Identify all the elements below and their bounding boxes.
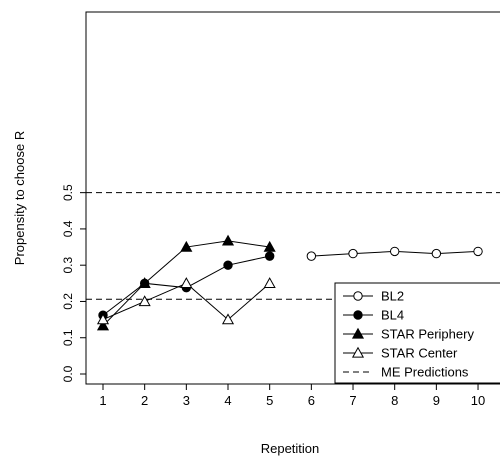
- legend-label: BL2: [381, 289, 404, 304]
- legend-marker: [353, 310, 363, 320]
- x-tick-label: 10: [471, 393, 485, 408]
- y-axis-label: Propensity to choose R: [12, 131, 27, 265]
- series-star-periphery-point: [263, 240, 276, 252]
- series-star-periphery: [96, 234, 276, 331]
- series-bl2: [306, 246, 483, 261]
- x-tick-label: 9: [433, 393, 440, 408]
- series-star-periphery-point: [138, 277, 151, 288]
- y-tick-label: 0.5: [61, 184, 75, 201]
- x-tick-label: 1: [99, 393, 106, 408]
- plot-frame: [85, 11, 500, 385]
- legend-label: STAR Center: [381, 346, 458, 361]
- legend-box: [334, 282, 500, 384]
- legend-label: BL4: [381, 308, 404, 323]
- legend-marker: [351, 327, 365, 339]
- y-tick-label: 0.1: [61, 329, 75, 346]
- series-star-periphery-point: [180, 240, 193, 252]
- x-axis-label: Repetition: [261, 441, 320, 456]
- series-star-center-point: [138, 295, 151, 307]
- x-tick-label: 2: [141, 393, 148, 408]
- series-bl2-point: [348, 248, 358, 259]
- legend-label: STAR Periphery: [381, 327, 474, 342]
- series-bl2-point: [473, 246, 483, 257]
- axes: 0.00.10.20.30.40.5123456789101214: [61, 184, 485, 408]
- y-tick-label: 0.0: [61, 365, 75, 382]
- series-star-center-point: [221, 313, 235, 325]
- series-star-periphery-point: [96, 319, 110, 331]
- legend-label: ME Predictions: [381, 365, 469, 380]
- series-bl2-point: [431, 248, 442, 259]
- series-star-center: [96, 277, 276, 325]
- y-tick-label: 0.2: [61, 293, 75, 310]
- y-tick-label: 0.4: [61, 220, 75, 237]
- x-tick-label: 8: [391, 393, 398, 408]
- series-star-periphery-point: [221, 234, 235, 246]
- series-layer: [96, 234, 483, 331]
- series-bl2-point: [306, 251, 317, 261]
- series-star-center-point: [263, 277, 276, 288]
- x-tick-label: 7: [349, 393, 356, 408]
- x-tick-label: 5: [266, 393, 273, 408]
- x-tick-label: 4: [224, 393, 231, 408]
- legend-marker: [353, 291, 363, 301]
- legend-marker: [351, 346, 365, 358]
- series-bl2-point: [389, 246, 400, 257]
- x-tick-label: 3: [183, 393, 190, 408]
- legend: BL2 BL4 STAR Periphery STAR Center ME Predic…: [334, 282, 500, 384]
- series-bl4-point: [223, 260, 233, 270]
- series-star-center-point: [180, 277, 193, 288]
- x-tick-label: 6: [308, 393, 315, 408]
- series-bl4-point: [264, 251, 275, 261]
- series-star-center-point: [96, 313, 110, 325]
- y-tick-label: 0.3: [61, 257, 75, 274]
